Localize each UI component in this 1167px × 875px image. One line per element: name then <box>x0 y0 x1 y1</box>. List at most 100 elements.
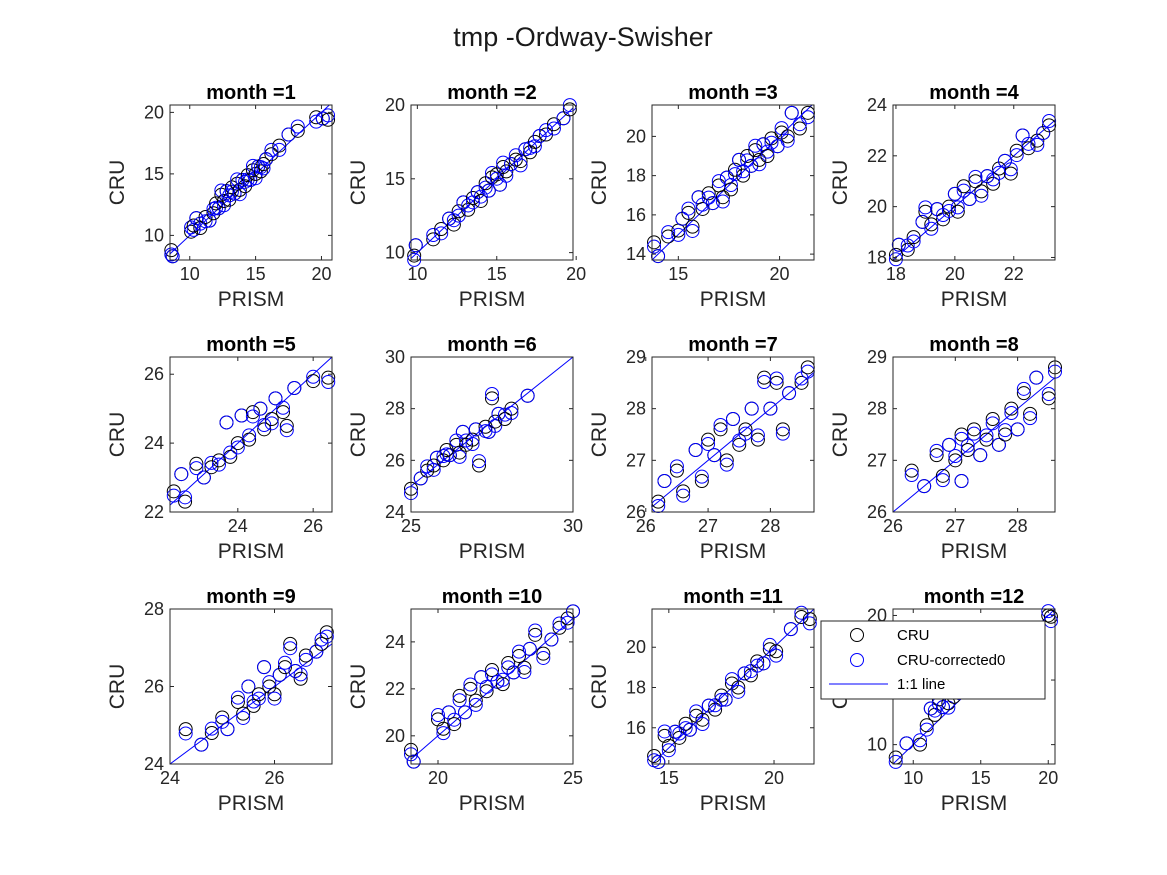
cru-point <box>211 453 226 468</box>
cru-corrected-point <box>750 428 765 443</box>
x-tick-label: 26 <box>303 516 323 536</box>
cru-point <box>461 202 476 217</box>
cru-corrected-point <box>1010 422 1025 437</box>
cru-point <box>941 199 956 214</box>
cru-corrected-point <box>272 667 287 682</box>
cru-point <box>769 644 784 659</box>
cru-corrected-point <box>174 467 189 482</box>
y-tick-label: 24 <box>385 632 405 652</box>
cru-corrected-point <box>204 455 219 470</box>
y-axis-label: CRU <box>347 160 370 206</box>
cru-corrected-point <box>707 448 722 463</box>
y-tick-label: 26 <box>867 502 887 522</box>
y-tick-label: 15 <box>144 164 164 184</box>
cru-corrected-point <box>501 660 516 675</box>
cru-corrected-point <box>267 691 282 706</box>
cru-point <box>251 687 266 702</box>
cru-corrected-point <box>204 721 219 736</box>
y-tick-label: 15 <box>385 169 405 189</box>
cru-point <box>321 112 336 127</box>
cru-corrected-point <box>227 186 242 201</box>
cru-point <box>719 453 734 468</box>
cru-point <box>685 219 700 234</box>
cru-corrected-point <box>695 717 710 732</box>
cru-point <box>242 432 257 447</box>
cru-corrected-point <box>769 648 784 663</box>
cru-corrected-point <box>230 440 245 455</box>
cru-point <box>647 235 662 250</box>
cru-corrected-point <box>215 714 230 729</box>
cru-corrected-point <box>1030 137 1045 152</box>
cru-point <box>967 422 981 437</box>
cru-corrected-point <box>470 185 485 200</box>
cru-point <box>792 121 807 136</box>
cru-corrected-point <box>929 443 944 458</box>
axes-box <box>410 608 574 765</box>
cru-point <box>309 110 324 125</box>
cru-point <box>198 209 213 224</box>
cru-point <box>985 412 1000 426</box>
cru-corrected-point <box>985 416 1000 431</box>
axes-box <box>892 104 1056 261</box>
cru-corrected-point <box>718 692 733 707</box>
cru-corrected-point <box>685 223 700 238</box>
cru-corrected-point <box>552 616 567 631</box>
cru-corrected-point <box>714 692 729 707</box>
cru-point <box>794 375 809 390</box>
cru-corrected-point <box>968 169 983 184</box>
y-tick-label: 20 <box>626 637 646 657</box>
cru-corrected-point <box>661 743 676 758</box>
x-tick-label: 15 <box>659 768 679 788</box>
cru-corrected-point <box>750 658 765 673</box>
y-tick-label: 16 <box>626 718 646 738</box>
cru-point <box>929 448 944 463</box>
cru-corrected-point <box>728 167 743 182</box>
cru-corrected-point <box>713 417 728 432</box>
y-tick-label: 16 <box>626 205 646 225</box>
axes-box <box>169 104 333 261</box>
cru-point <box>974 184 989 199</box>
x-tick-label: 26 <box>883 516 903 536</box>
cru-point <box>272 138 287 153</box>
cru-corrected-point <box>214 183 229 198</box>
cru-corrected-point <box>1029 370 1044 385</box>
cru-corrected-point <box>904 468 919 483</box>
cru-point <box>956 179 971 194</box>
y-tick-label: 24 <box>867 95 887 115</box>
x-tick-label: 24 <box>160 768 180 788</box>
y-tick-label: 22 <box>867 146 887 166</box>
plot-area <box>170 357 332 512</box>
x-tick-label: 20 <box>945 264 965 284</box>
axes-box <box>651 356 815 513</box>
cru-point <box>184 224 199 239</box>
y-tick-label: 28 <box>626 399 646 419</box>
cru-point <box>253 164 268 179</box>
y-axis-label: CRU <box>106 664 129 710</box>
cru-corrected-point <box>948 448 963 463</box>
cru-point <box>473 193 488 208</box>
cru-point <box>277 660 292 675</box>
cru-corrected-point <box>184 220 199 235</box>
cru-corrected-point <box>290 119 305 134</box>
y-tick-label: 18 <box>626 678 646 698</box>
cru-corrected-point <box>189 461 204 476</box>
x-tick-label: 27 <box>945 516 965 536</box>
cru-corrected-point <box>165 249 180 264</box>
cru-corrected-point <box>802 616 817 631</box>
panel-title: month =6 <box>447 334 536 356</box>
x-tick-label: 26 <box>265 768 285 788</box>
cru-point <box>528 627 543 642</box>
cru-corrected-point <box>888 252 903 267</box>
cru-point <box>232 182 247 197</box>
cru-point <box>512 648 526 663</box>
cru-point <box>738 422 753 437</box>
cru-corrected-point <box>504 157 519 172</box>
legend-box <box>820 620 1046 700</box>
cru-corrected-point <box>913 733 927 748</box>
cru-point <box>434 222 449 236</box>
cru-point <box>681 205 696 220</box>
cru-point <box>264 412 279 426</box>
cru-corrected-point <box>436 726 451 741</box>
x-tick-label: 10 <box>903 768 923 788</box>
x-axis-label: PRISM <box>700 792 767 815</box>
